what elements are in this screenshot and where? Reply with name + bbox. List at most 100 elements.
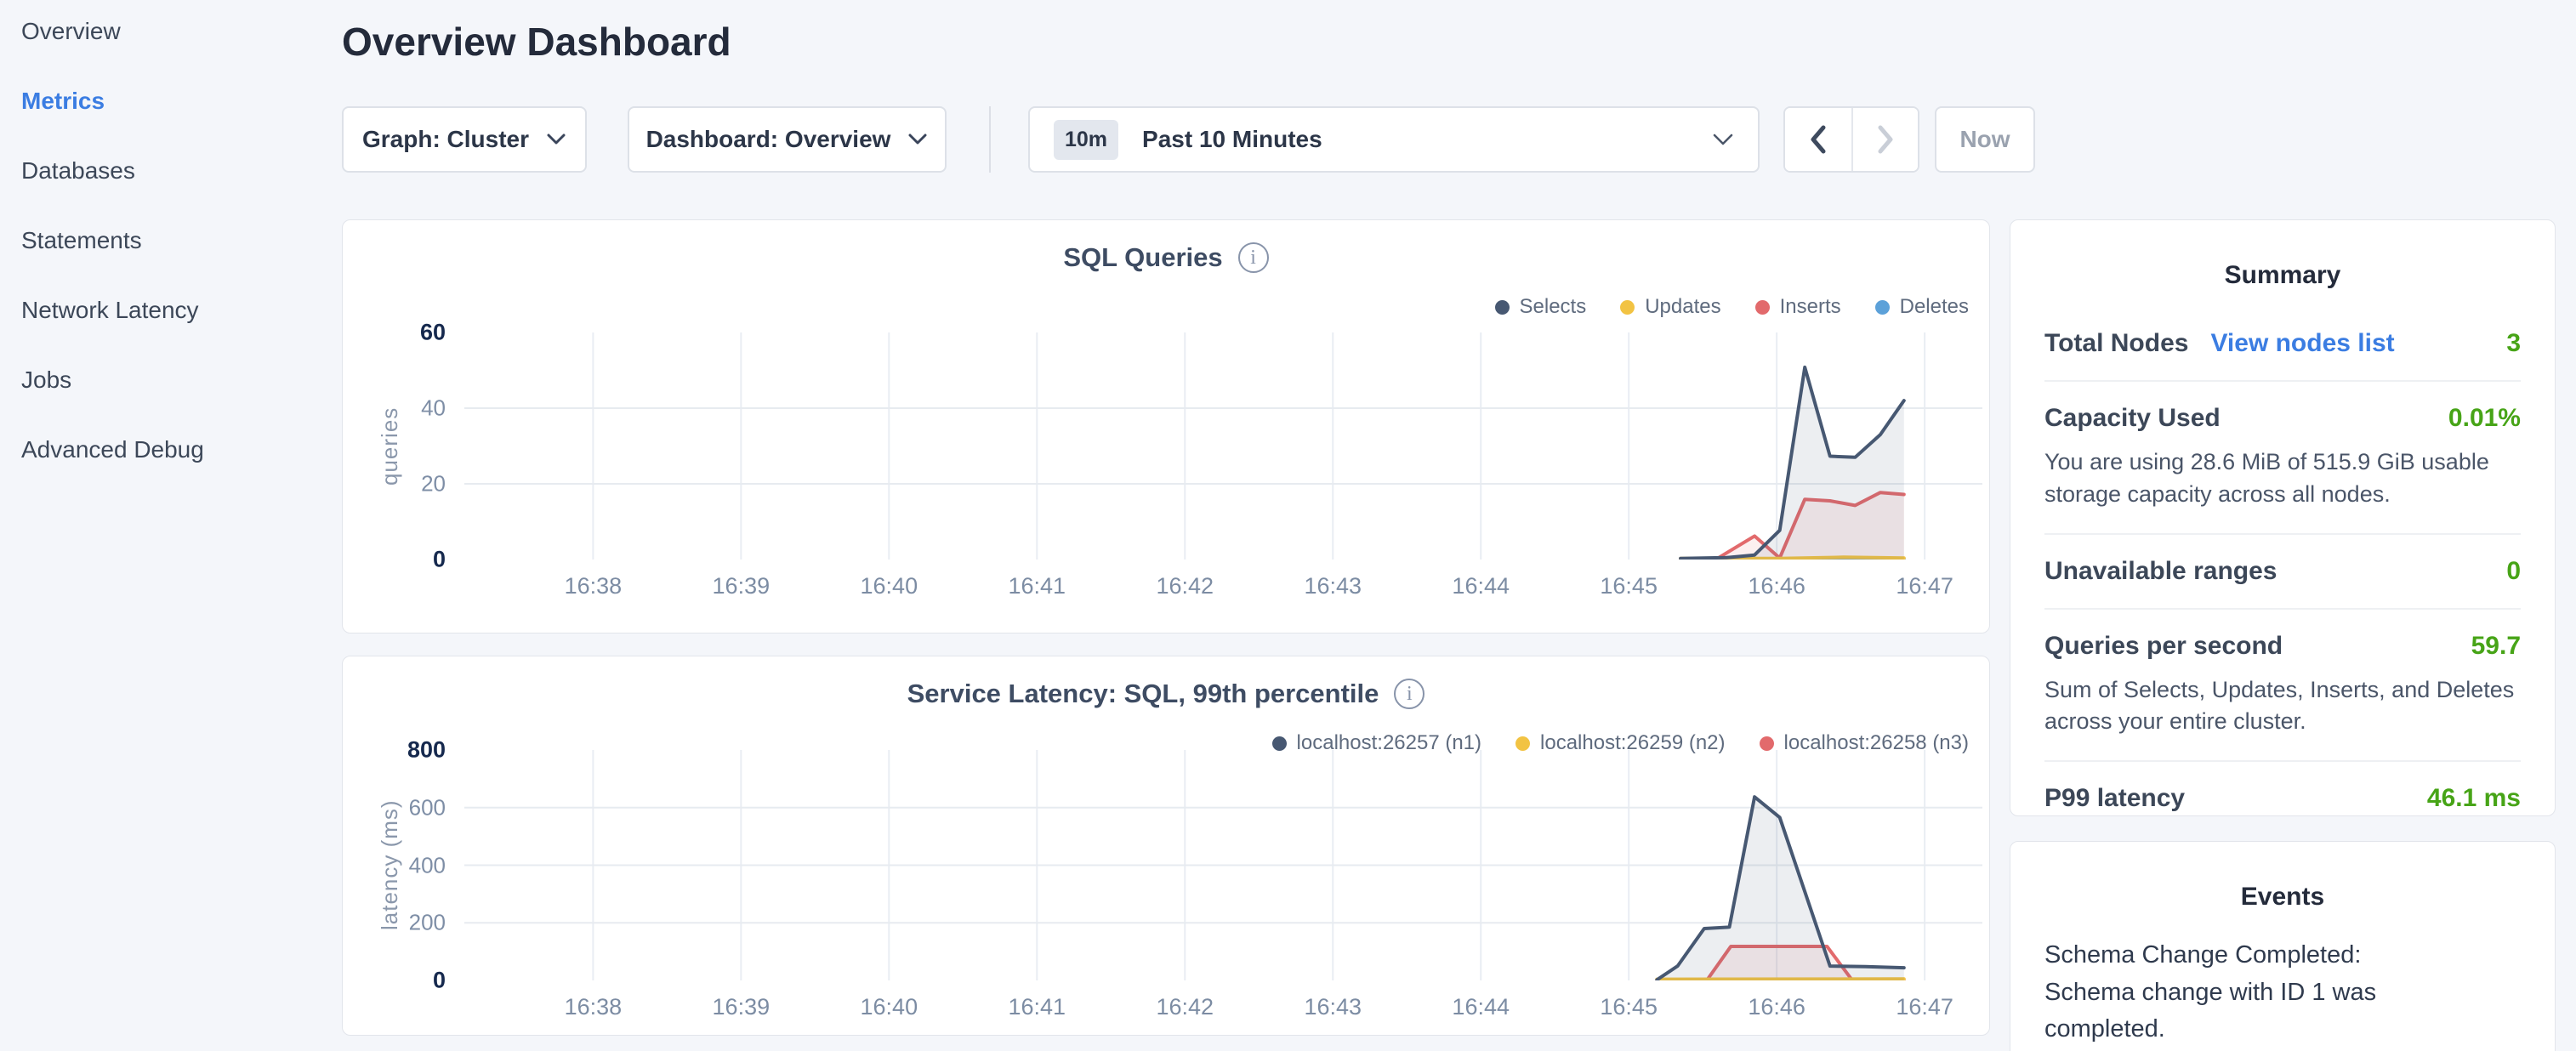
sidebar-item-network-latency[interactable]: Network Latency <box>21 297 199 323</box>
series-area <box>1680 492 1904 560</box>
y-tick-label: 0 <box>432 967 446 993</box>
x-tick-label: 16:41 <box>1008 573 1066 599</box>
y-axis-name: queries <box>377 406 402 486</box>
y-tick-label: 60 <box>419 319 446 345</box>
summary-row-unavailable-ranges: Unavailable ranges 0 <box>2044 532 2521 608</box>
graph-scope-dropdown[interactable]: Graph: Cluster <box>342 106 587 173</box>
legend-item[interactable]: Deletes <box>1874 295 1969 319</box>
legend-label: Inserts <box>1779 295 1841 318</box>
summary-panel: Summary Total Nodes View nodes list 3 Ca… <box>2010 219 2556 816</box>
summary-panel-title: Summary <box>2224 261 2341 289</box>
y-tick-label: 0 <box>432 546 446 572</box>
x-tick-label: 16:39 <box>712 994 771 1020</box>
legend-item[interactable]: Selects <box>1494 295 1587 319</box>
sidebar-item-jobs[interactable]: Jobs <box>21 366 72 393</box>
summary-row-value: 3 <box>2506 329 2521 357</box>
chevron-right-icon <box>1878 125 1893 154</box>
x-tick-label: 16:41 <box>1008 994 1066 1020</box>
x-tick-label: 16:43 <box>1304 573 1362 599</box>
summary-row-label: P99 latency <box>2044 784 2186 813</box>
sidebar-nav: Overview Metrics Databases Statements Ne… <box>21 16 204 465</box>
time-range-arrows <box>1783 106 1919 173</box>
summary-row-label: Queries per second <box>2044 631 2283 660</box>
event-list-item[interactable]: Schema Change Completed: Schema change w… <box>2044 937 2521 1051</box>
sidebar-item-advanced-debug[interactable]: Advanced Debug <box>21 436 204 463</box>
sidebar-item-databases[interactable]: Databases <box>21 157 135 184</box>
chart-title: Service Latency: SQL, 99th percentile <box>907 679 1379 708</box>
legend-item[interactable]: Inserts <box>1754 295 1841 319</box>
y-tick-label: 20 <box>421 470 446 497</box>
y-tick-label: 400 <box>408 852 446 878</box>
summary-row-total-nodes: Total Nodes View nodes list 3 <box>2044 307 2521 380</box>
page-title: Overview Dashboard <box>342 20 731 64</box>
previous-range-button[interactable] <box>1785 108 1851 171</box>
graph-scope-dropdown-label: Graph: Cluster <box>361 126 530 152</box>
main-content: Overview Dashboard Graph: Cluster Dashbo… <box>342 0 2035 1051</box>
legend-label: localhost:26258 (n3) <box>1783 731 1969 754</box>
x-tick-label: 16:38 <box>564 573 623 599</box>
legend-item[interactable]: localhost:26257 (n1) <box>1271 731 1482 755</box>
x-tick-label: 16:44 <box>1452 994 1510 1020</box>
summary-row-p99-latency: P99 latency 46.1 ms <box>2044 760 2521 835</box>
dashboard-controls: Graph: Cluster Dashboard: Overview 10m P… <box>342 106 2035 173</box>
legend-dot-icon <box>1874 299 1890 315</box>
x-tick-label: 16:47 <box>1896 573 1953 599</box>
legend-label: Updates <box>1645 295 1721 318</box>
next-range-button[interactable] <box>1851 108 1918 171</box>
legend-label: Selects <box>1519 295 1587 318</box>
legend-label: Deletes <box>1899 295 1969 318</box>
y-tick-label: 200 <box>408 909 446 935</box>
series-line <box>1679 365 1906 560</box>
legend-dot-icon <box>1494 299 1510 315</box>
sidebar-item-overview[interactable]: Overview <box>21 18 121 44</box>
info-icon[interactable]: i <box>1394 679 1425 709</box>
x-tick-label: 16:47 <box>1896 994 1953 1020</box>
events-panel-title: Events <box>2240 883 2325 911</box>
y-tick-label: 600 <box>408 794 446 821</box>
chart-title-row: SQL Queries i <box>343 242 1989 273</box>
summary-row-label: Total Nodes <box>2044 329 2189 357</box>
sidebar-item-statements[interactable]: Statements <box>21 227 142 253</box>
x-tick-label: 16:44 <box>1452 573 1510 599</box>
service-latency-chart-card: Service Latency: SQL, 99th percentile i … <box>342 656 1990 1036</box>
x-tick-label: 16:46 <box>1748 994 1805 1020</box>
chart-plot[interactable] <box>464 750 1982 982</box>
summary-row-description: Sum of Selects, Updates, Inserts, and De… <box>2044 676 2515 735</box>
summary-row-label: Unavailable ranges <box>2044 556 2277 585</box>
chart-title-row: Service Latency: SQL, 99th percentile i <box>343 679 1989 709</box>
summary-row-value: 59.7 <box>2471 631 2521 660</box>
legend-label: localhost:26257 (n1) <box>1296 731 1482 754</box>
series-line <box>1679 491 1906 561</box>
x-tick-label: 16:39 <box>712 573 771 599</box>
legend-dot-icon <box>1759 736 1774 751</box>
dashboard-dropdown[interactable]: Dashboard: Overview <box>628 106 947 173</box>
summary-row-description: You are using 28.6 MiB of 515.9 GiB usab… <box>2044 449 2489 507</box>
legend-item[interactable]: Updates <box>1620 295 1721 319</box>
chevron-left-icon <box>1811 125 1826 154</box>
info-icon[interactable]: i <box>1237 242 1269 273</box>
series-line <box>1655 795 1906 982</box>
time-window-label: Past 10 Minutes <box>1142 126 1322 152</box>
right-sidebar: Summary Total Nodes View nodes list 3 Ca… <box>2010 0 2556 1051</box>
chart-legend: localhost:26257 (n1) localhost:26259 (n2)… <box>1271 731 1969 755</box>
x-tick-label: 16:40 <box>860 994 918 1020</box>
view-nodes-list-link[interactable]: View nodes list <box>2210 329 2395 357</box>
time-range-picker[interactable]: 10m Past 10 Minutes <box>1028 106 1760 173</box>
sql-queries-chart-card: SQL Queries i Selects Updates Inserts Delet… <box>342 219 1990 633</box>
legend-item[interactable]: localhost:26258 (n3) <box>1759 731 1969 755</box>
chart-canvas <box>464 750 1982 982</box>
now-button[interactable]: Now <box>1935 106 2035 173</box>
summary-row-value: 0.01% <box>2448 404 2521 432</box>
chart-plot[interactable] <box>464 332 1982 561</box>
controls-divider <box>989 106 991 173</box>
event-message: Schema Change Completed: Schema change w… <box>2044 941 2377 1042</box>
x-tick-label: 16:40 <box>860 573 918 599</box>
x-tick-label: 16:42 <box>1156 573 1214 599</box>
sidebar-item-metrics[interactable]: Metrics <box>21 88 105 114</box>
summary-row-value: 0 <box>2506 556 2521 585</box>
summary-row-queries-per-second: Queries per second 59.7 Sum of Selects, … <box>2044 607 2521 761</box>
series-area <box>1657 946 1904 980</box>
legend-item[interactable]: localhost:26259 (n2) <box>1515 731 1726 755</box>
dashboard-dropdown-label: Dashboard: Overview <box>645 126 891 152</box>
